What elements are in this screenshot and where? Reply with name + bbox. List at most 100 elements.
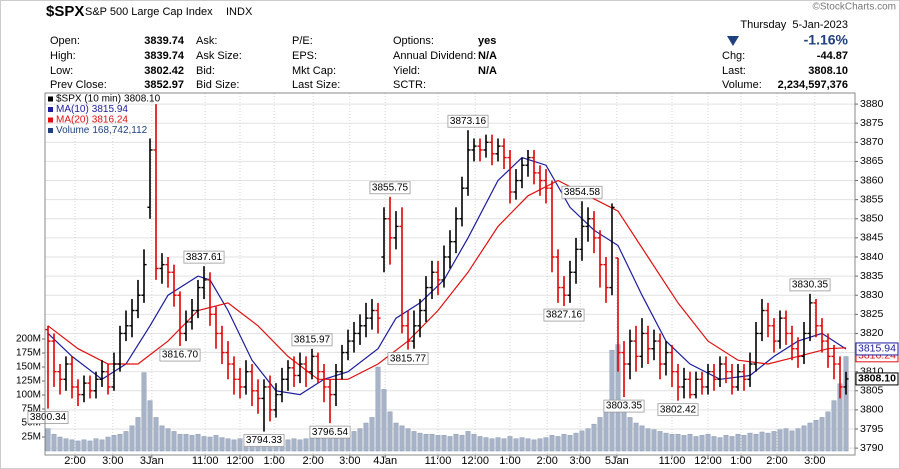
legend-swatch (48, 96, 53, 102)
field-value: 3852.97 (144, 79, 184, 91)
volume-bar (147, 400, 153, 452)
volume-bar (621, 405, 627, 452)
plot-frame (44, 92, 856, 456)
annotation: 3837.61 (186, 252, 223, 263)
annotation-box (657, 403, 699, 417)
x-tick-label: 4Jan (373, 455, 397, 467)
volume-bar (459, 435, 465, 452)
y2-tick-label: 150M (16, 362, 41, 373)
symbol: $SPX (46, 3, 84, 20)
legend-name: MA(20) (56, 115, 89, 126)
volume-bar (585, 428, 591, 452)
volume-bar (825, 411, 831, 452)
x-tick-label: 11:00 (192, 455, 219, 467)
volume-bar (231, 439, 237, 452)
quote-value: 3808.10 (808, 65, 848, 77)
volume-bar (387, 411, 393, 452)
volume-bar (81, 439, 87, 452)
volume-bar (753, 433, 759, 452)
volume-bar (105, 436, 111, 452)
volume-bar (471, 433, 477, 452)
annotation: 3794.33 (246, 435, 283, 446)
volume-bar (237, 438, 243, 452)
volume-bar (315, 438, 321, 452)
volume-bar (765, 432, 771, 452)
volume-bar (507, 436, 513, 452)
field-label: EPS: (292, 50, 317, 62)
volume-bar (117, 433, 123, 452)
quote-label: Chg: (722, 50, 745, 62)
x-tick-label: 3Jan (140, 455, 164, 467)
volume-bar (51, 433, 57, 452)
volume-bar (411, 431, 417, 452)
volume-bar (351, 431, 357, 452)
y-tick-label: 3840 (860, 251, 884, 263)
volume-bar (723, 435, 729, 452)
annotation-box (603, 399, 645, 413)
y-tick-label: 3855 (860, 193, 884, 205)
y2-tick-label: 175M (16, 348, 41, 359)
volume-bar (555, 436, 561, 452)
annotation-box (543, 308, 585, 322)
volume-bar (321, 436, 327, 452)
ma-line (47, 179, 847, 380)
field-value: 3802.42 (144, 65, 184, 77)
annotation: 3815.97 (294, 334, 331, 345)
y-tick-label: 3875 (860, 117, 884, 129)
field-label: Yield: (393, 65, 420, 77)
volume-bar (291, 438, 297, 452)
volume-bar (363, 422, 369, 452)
annotation-box (27, 411, 69, 424)
field-label: Mkt Cap: (292, 65, 336, 77)
volume-bar (171, 431, 177, 452)
annotation-box (387, 352, 429, 366)
legend-swatch (48, 107, 53, 112)
field-label: Low: (50, 65, 73, 77)
volume-bar (831, 400, 837, 452)
last-value-label: 3815.94 (858, 343, 896, 355)
annotation-box (447, 114, 489, 128)
volume-bar (195, 433, 201, 452)
volume-bar (813, 419, 819, 452)
volume-bar (771, 431, 777, 452)
annotation-box (159, 348, 201, 362)
volume-bar (303, 438, 309, 452)
annotation-box (309, 425, 351, 439)
annotation: 3815.77 (390, 353, 427, 364)
legend-swatch (48, 128, 53, 133)
y-tick-label: 3800 (860, 404, 884, 416)
y-tick-label: 3870 (860, 136, 884, 148)
volume-bar (309, 437, 315, 452)
volume-bar (759, 431, 765, 452)
volume-bar (579, 430, 585, 452)
volume-bar (327, 436, 333, 452)
volume-bar (747, 432, 753, 452)
volume-bar (375, 366, 381, 452)
volume-bar (819, 417, 825, 452)
volume-bar (729, 436, 735, 452)
x-tick-label: 3:00 (339, 455, 360, 467)
annotation: 3854.58 (564, 187, 601, 198)
volume-bar (435, 435, 441, 452)
volume-bar (111, 435, 117, 452)
volume-bar (561, 433, 567, 452)
field-label: Last Size: (292, 79, 340, 91)
y2-tick-label: 125M (16, 376, 41, 387)
x-tick-label: 2:00 (766, 455, 787, 467)
x-tick-label: 11:00 (659, 455, 686, 467)
legend-name: Volume (56, 125, 90, 136)
annotation: 3827.16 (546, 310, 583, 321)
y-tick-label: 3795 (860, 423, 884, 435)
volume-bar (357, 428, 363, 452)
volume-bar (795, 428, 801, 452)
volume-bar (483, 437, 489, 452)
volume-bar (657, 431, 663, 452)
x-tick-label: 3:00 (804, 455, 825, 467)
volume-bar (573, 432, 579, 452)
legend-name: $SPX (10 min) (56, 94, 121, 105)
volume-bar (135, 417, 141, 452)
quote-label: Volume: (722, 79, 762, 91)
y-tick-label: 3865 (860, 155, 884, 167)
volume-bar (843, 356, 849, 452)
last-value-tag (855, 372, 899, 386)
